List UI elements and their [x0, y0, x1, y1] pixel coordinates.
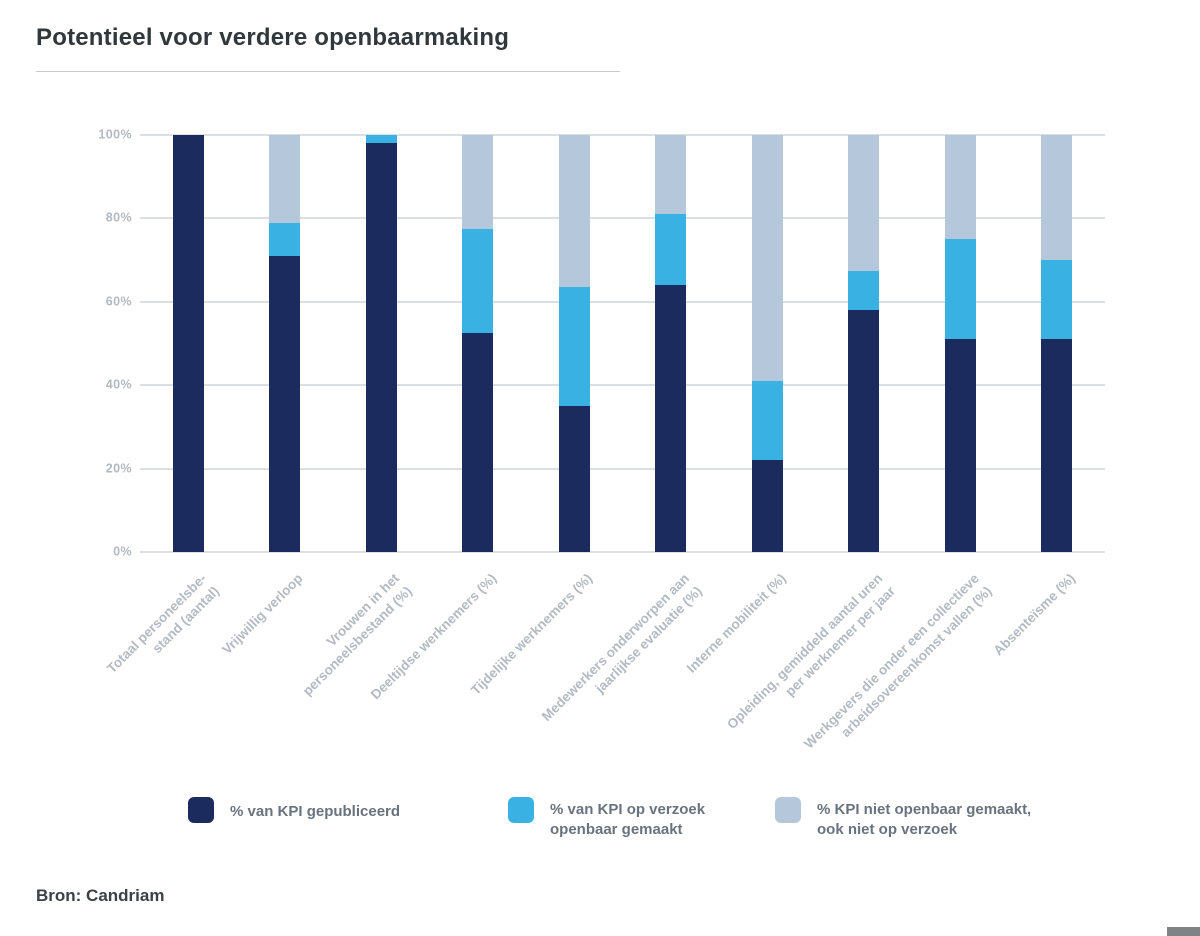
- legend-item-published: % van KPI gepubliceerd: [188, 795, 400, 823]
- legend-label: % KPI niet openbaar gemaakt, ook niet op …: [817, 801, 1032, 838]
- bar-segment: [848, 135, 880, 271]
- bar-segment: [944, 135, 976, 240]
- y-axis: 100% 80% 60% 40% 20% 0%: [0, 127, 132, 558]
- bar-9: [944, 135, 976, 552]
- x-tick-label: Absenteïsme (%): [990, 570, 1079, 659]
- bar-segment: [1041, 260, 1073, 340]
- gridline: [140, 467, 1105, 470]
- bar-5: [558, 135, 590, 552]
- y-tick-label: 40%: [105, 377, 132, 392]
- corner-decoration: [1167, 927, 1200, 936]
- bar-segment: [655, 285, 687, 552]
- x-tick-label: Interne mobiliteit (%): [683, 570, 789, 676]
- bar-segment: [558, 287, 590, 407]
- y-tick-label: 100%: [98, 127, 132, 142]
- bar-segment: [269, 222, 301, 256]
- gridline: [140, 551, 1105, 553]
- bar-7: [751, 135, 783, 552]
- title-divider: [36, 71, 620, 72]
- bar-segment: [655, 214, 687, 286]
- y-tick-label: 20%: [105, 460, 132, 475]
- y-tick-label: 80%: [105, 210, 132, 225]
- bar-segment: [172, 135, 204, 552]
- bar-segment: [1041, 339, 1073, 552]
- bar-segment: [269, 255, 301, 552]
- x-tick-label: Vrijwillig verloop: [219, 570, 307, 658]
- bar-segment: [751, 135, 783, 382]
- gridline: [140, 217, 1105, 220]
- gridline: [140, 384, 1105, 387]
- bar-segment: [365, 135, 397, 144]
- gridline: [140, 134, 1105, 136]
- bar-segment: [558, 406, 590, 552]
- x-tick-label: Totaal personeelsbe-stand (aantal): [104, 570, 222, 677]
- bar-segment: [944, 339, 976, 552]
- bar-segment: [462, 333, 494, 552]
- bar-10: [1041, 135, 1073, 552]
- legend: % van KPI gepubliceerd % van KPI op verzo…: [188, 795, 1168, 859]
- bar-4: [462, 135, 494, 552]
- y-tick-label: 0%: [113, 544, 132, 559]
- bar-segment: [365, 143, 397, 552]
- bar-2: [269, 135, 301, 552]
- x-tick-label: Werkgevers die onder een collectieve arbe…: [800, 570, 994, 752]
- gridline: [140, 300, 1105, 303]
- bar-segment: [558, 135, 590, 288]
- x-axis: Totaal personeelsbe-stand (aantal) Vrijwi…: [104, 552, 1105, 792]
- bar-segment: [848, 310, 880, 552]
- bar-segment: [848, 270, 880, 311]
- bar-segment: [269, 135, 301, 223]
- bar-segment: [462, 135, 494, 229]
- legend-item-not-disclosed: % KPI niet openbaar gemaakt, ook niet op …: [775, 795, 1031, 840]
- bar-8: [848, 135, 880, 552]
- legend-swatch-on-request: [508, 797, 534, 823]
- plot-area: [140, 134, 1105, 553]
- bar-segment: [1041, 135, 1073, 261]
- bar-segment: [944, 239, 976, 340]
- bar-3: [365, 135, 397, 552]
- bar-segment: [751, 381, 783, 461]
- bar-segment: [655, 135, 687, 215]
- source-text: Bron: Candriam: [36, 886, 165, 905]
- bar-segment: [462, 228, 494, 334]
- bar-1: [172, 135, 204, 552]
- legend-label: % van KPI gepubliceerd: [230, 803, 401, 820]
- legend-item-on-request: % van KPI op verzoek openbaar gemaakt: [508, 795, 705, 840]
- legend-swatch-not-disclosed: [775, 797, 801, 823]
- legend-swatch-published: [188, 797, 214, 823]
- y-tick-label: 60%: [105, 294, 132, 309]
- bar-6: [655, 135, 687, 552]
- legend-label: % van KPI op verzoek openbaar gemaakt: [550, 801, 706, 838]
- chart-title: Potentieel voor verdere openbaarmaking: [36, 24, 510, 51]
- bar-segment: [751, 460, 783, 552]
